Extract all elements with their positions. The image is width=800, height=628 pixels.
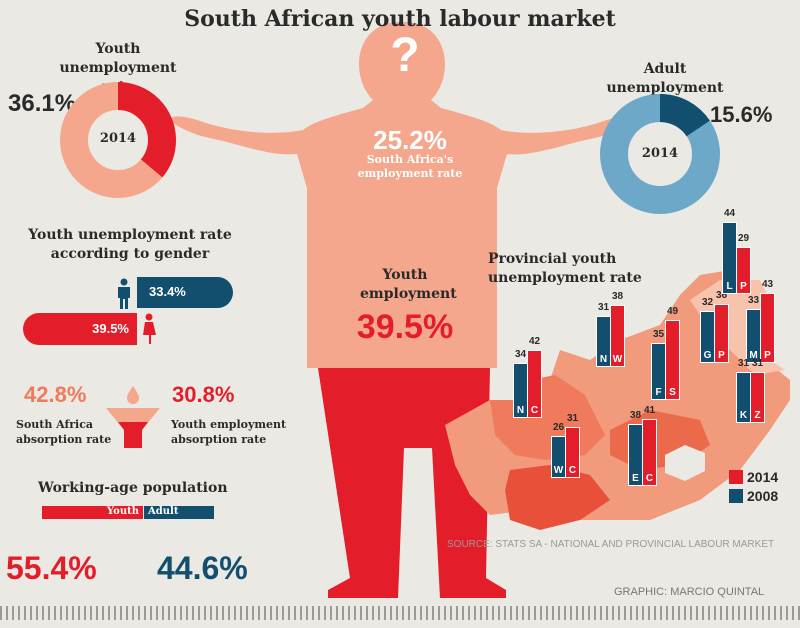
youth-donut-year: 2014 [99, 131, 137, 146]
province-bar-2008: K [736, 372, 751, 423]
adult-donut-year: 2014 [641, 146, 679, 161]
province-code-letter: P [718, 349, 725, 361]
youth-population-bar: Youth [42, 506, 143, 519]
youth-absorption-label: Youth employment absorption rate [171, 418, 287, 446]
adult-unemployment-value: 15.6% [710, 102, 773, 127]
province-code-letter: P [740, 280, 747, 292]
province-code-letter: C [645, 472, 654, 484]
province-value-label: 26 [552, 421, 565, 433]
funnel-icon [106, 386, 160, 448]
province-bar-2014: C [565, 427, 580, 478]
legend-label-2008: 2008 [747, 488, 779, 504]
province-code-letter: K [739, 409, 748, 421]
province-bar-2014: C [642, 419, 657, 486]
province-bar-2008: N [596, 316, 611, 367]
province-value-label: 49 [666, 306, 679, 318]
province-bar-2014: Z [750, 372, 765, 423]
youth-population-label: Youth [106, 506, 139, 517]
province-bar-2008: N [513, 362, 528, 418]
adult-unemployment-title: Adult unemployment [606, 61, 724, 96]
province-value-label: 36 [715, 290, 728, 302]
province-bar-2014: S [665, 320, 680, 400]
working-age-title: Working-age population [38, 480, 228, 496]
province-bar-2014: W [610, 305, 625, 367]
province-code-letter: C [530, 404, 539, 416]
youth-absorption-value: 30.8% [172, 382, 235, 407]
province-value-label: 42 [528, 335, 541, 347]
female-bar: 39.5% [23, 313, 137, 345]
legend-swatch-2008 [729, 489, 743, 503]
youth-unemployment-value: 36.1% [8, 90, 77, 117]
page-title: South African youth labour market [184, 6, 616, 32]
province-value-label: 31 [597, 302, 610, 314]
province-value-label: 29 [737, 232, 750, 244]
province-bar-2014: C [527, 349, 542, 418]
province-value-label: 31 [751, 358, 764, 370]
province-value-label: 44 [723, 208, 736, 220]
donut-youth-slice [60, 82, 176, 198]
credit-text: GRAPHIC: MARCIO QUINTAL [614, 586, 765, 598]
province-bar-2014: P [714, 304, 729, 363]
province-bar-2008: F [651, 342, 666, 400]
adult-unemployment-donut [600, 94, 720, 214]
province-code-letter: F [655, 386, 662, 398]
province-code-letter: W [553, 464, 564, 476]
woman-icon [143, 313, 156, 344]
source-text: SOURCE: STATS SA - NATIONAL AND PROVINCI… [447, 539, 775, 550]
province-bar-2014: P [760, 292, 775, 363]
province-code-letter: M [749, 349, 758, 361]
legend-swatch-2014 [729, 470, 743, 484]
province-value-label: 33 [747, 295, 760, 307]
donut-adult-slice [600, 94, 720, 214]
province-bar-2008: W [551, 435, 566, 478]
province-bar-2008: E [628, 424, 643, 486]
youth-employment-label: Youth employment [360, 267, 457, 302]
adult-population-label: Adult [148, 506, 179, 517]
youth-population-value: 55.4% [6, 550, 97, 586]
youth-unemployment-donut [60, 82, 176, 198]
sa-absorption-label: South Africa absorption rate [16, 418, 112, 446]
employment-rate-label: South Africa's employment rate [357, 153, 463, 180]
adult-population-value: 44.6% [157, 550, 248, 586]
question-mark: ? [390, 29, 420, 82]
male-value: 33.4% [149, 284, 186, 299]
male-bar: 33.4% [137, 277, 233, 308]
provincial-chart-title: Provincial youth unemployment rate [488, 251, 642, 286]
province-code-letter: N [516, 404, 525, 416]
province-value-label: 34 [514, 348, 527, 360]
man-icon [118, 278, 130, 309]
female-value: 39.5% [92, 321, 129, 336]
province-bar-2008: G [700, 310, 715, 363]
province-code-letter: L [726, 280, 733, 292]
province-value-label: 35 [652, 328, 665, 340]
province-code-letter: E [632, 472, 639, 484]
province-code-letter: N [599, 353, 608, 365]
province-code-letter: G [703, 349, 712, 361]
province-value-label: 38 [611, 291, 624, 303]
youth-employment-value: 39.5% [356, 308, 454, 346]
gender-title: Youth unemployment rate according to gen… [28, 227, 232, 262]
province-code-letter: S [669, 386, 676, 398]
province-code-letter: P [764, 349, 771, 361]
province-bar-2014: P [736, 246, 751, 294]
province-bar-2008: M [746, 309, 761, 363]
province-value-label: 31 [566, 413, 579, 425]
province-code-letter: Z [754, 409, 761, 421]
province-code-letter: C [568, 464, 577, 476]
adult-population-bar: Adult [144, 506, 214, 519]
province-value-label: 32 [701, 296, 714, 308]
bottom-tick-stripe [0, 606, 800, 620]
province-code-letter: W [612, 353, 623, 365]
sa-absorption-value: 42.8% [24, 382, 87, 407]
province-value-label: 41 [643, 405, 656, 417]
employment-rate-value: 25.2% [373, 125, 447, 155]
province-value-label: 43 [761, 278, 774, 290]
legend-label-2014: 2014 [747, 469, 779, 485]
province-value-label: 38 [629, 410, 642, 422]
province-value-label: 31 [737, 358, 750, 370]
